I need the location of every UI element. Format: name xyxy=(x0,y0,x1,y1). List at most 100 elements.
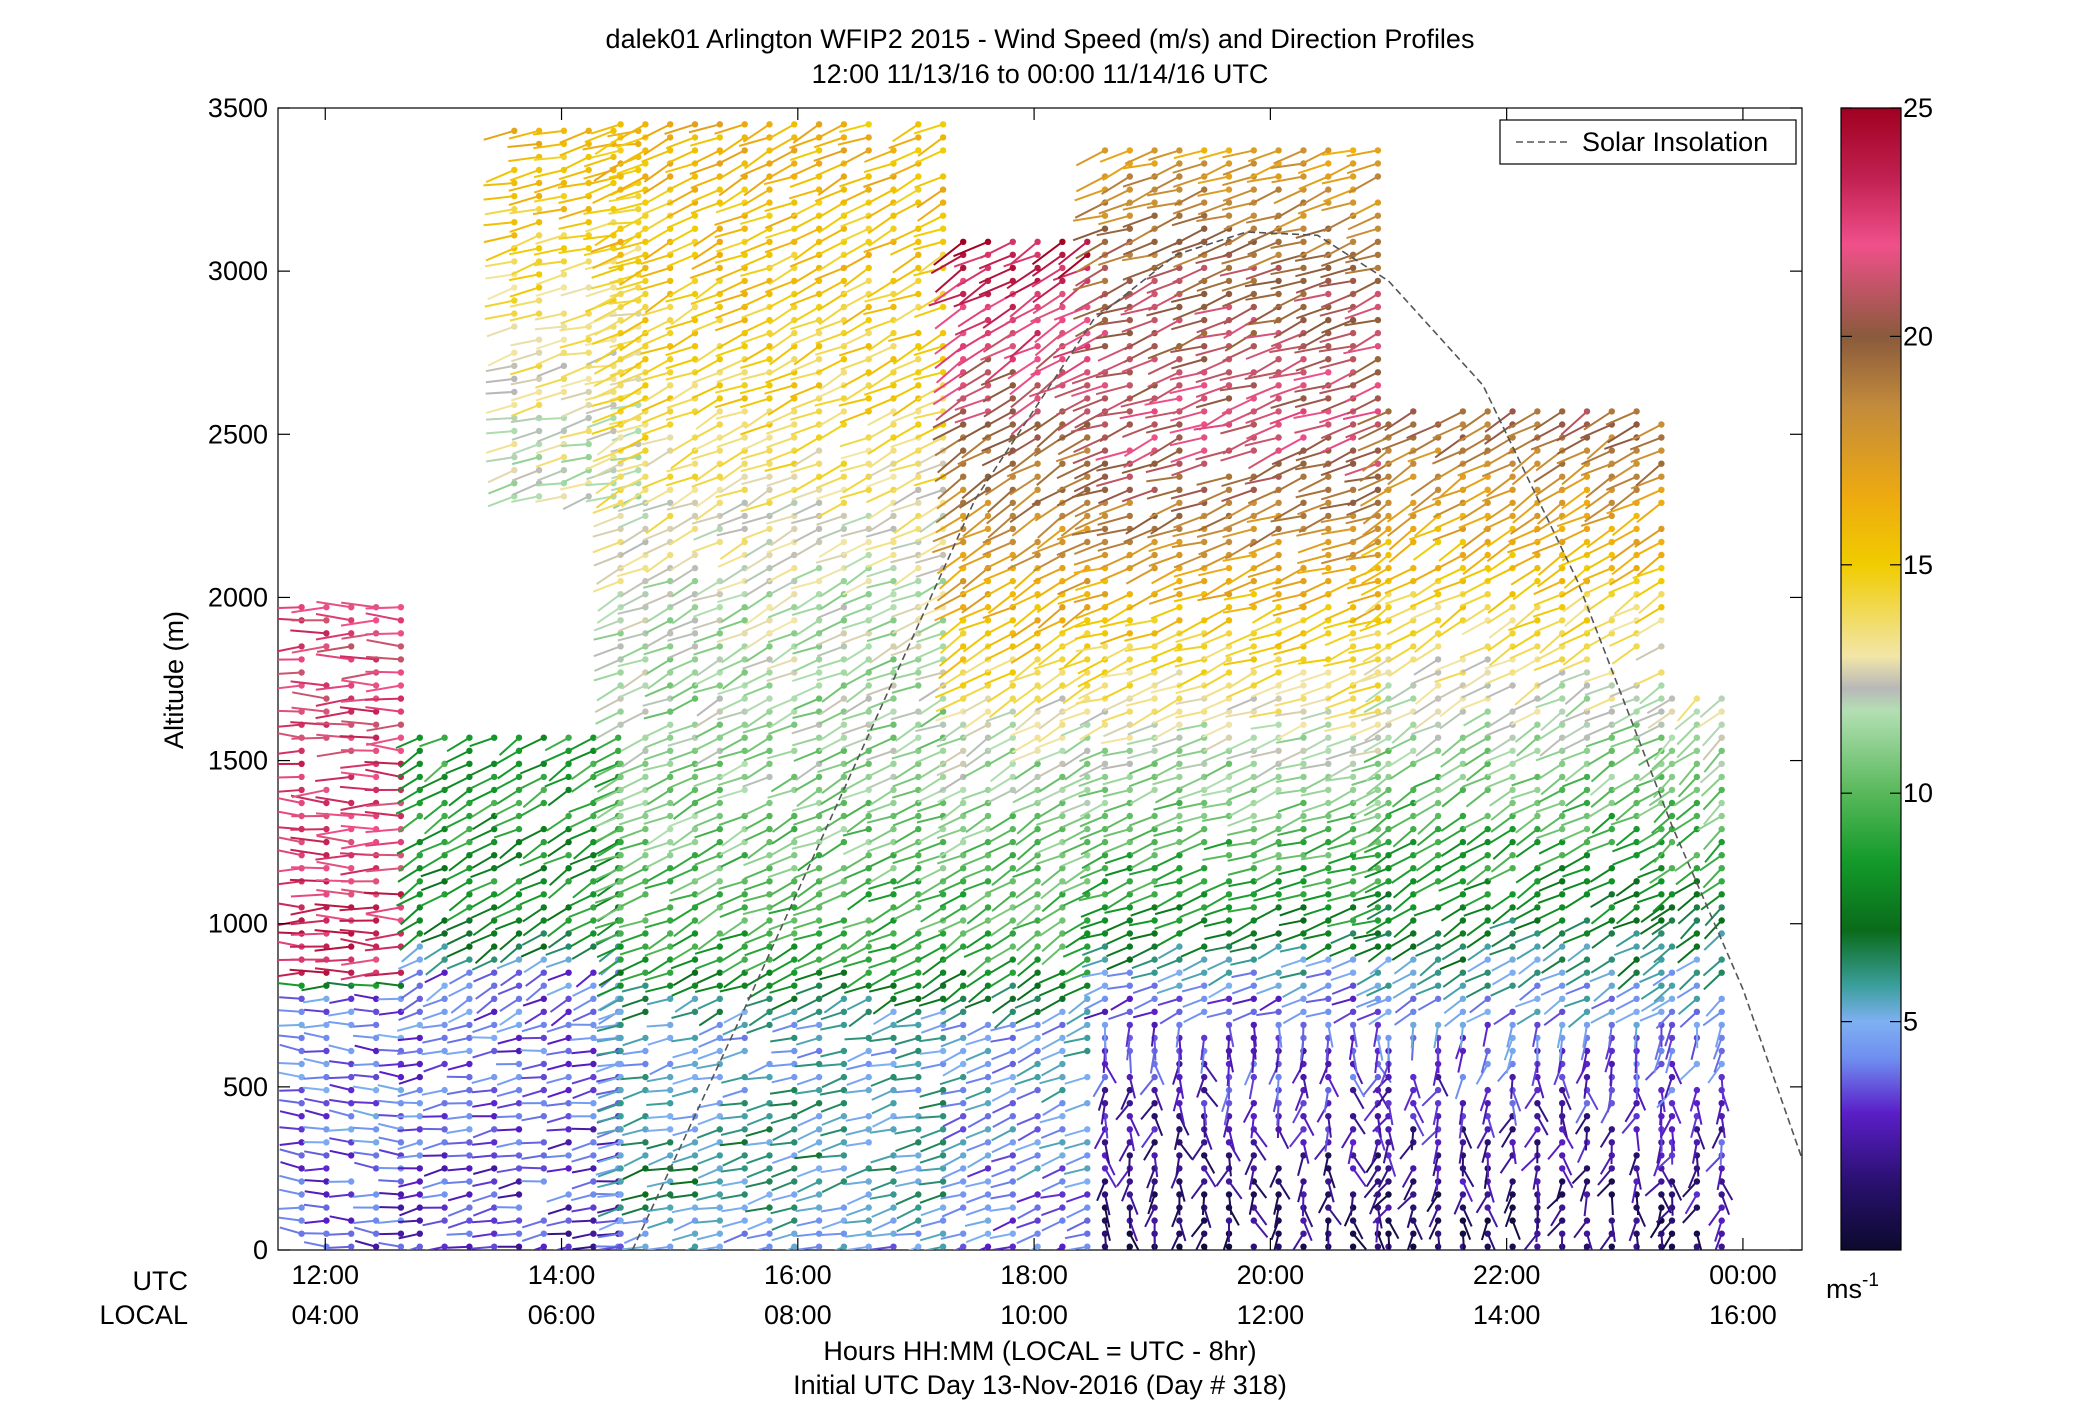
wind-barb xyxy=(544,773,572,788)
wind-barb xyxy=(560,388,592,401)
wind-barb xyxy=(533,245,568,256)
wind-barb xyxy=(483,127,518,141)
wind-barb xyxy=(378,1136,405,1146)
y-tick-label: 1500 xyxy=(208,746,268,776)
wind-barb xyxy=(396,786,423,805)
wind-barb xyxy=(354,993,380,1002)
wind-barb xyxy=(316,600,355,611)
wind-barb xyxy=(421,1191,448,1199)
wind-barb xyxy=(470,838,498,855)
wind-barb xyxy=(315,630,355,641)
wind-barb xyxy=(546,1165,572,1173)
wind-barb xyxy=(560,284,592,297)
wind-barb xyxy=(328,1109,355,1120)
wind-barb xyxy=(470,760,498,776)
wind-barb xyxy=(353,1034,380,1042)
x-tick-label-local: 08:00 xyxy=(764,1300,832,1330)
wind-barb xyxy=(365,682,405,693)
wind-barb xyxy=(511,349,543,363)
wind-barb xyxy=(422,1034,448,1044)
wind-barb xyxy=(278,656,305,663)
wind-barb xyxy=(499,930,523,951)
wind-barb xyxy=(510,375,543,386)
wind-barb xyxy=(446,1100,473,1107)
wind-barb xyxy=(397,956,423,970)
wind-barb xyxy=(547,1204,572,1215)
wind-barb xyxy=(560,440,592,448)
x-tick-label-utc: 00:00 xyxy=(1709,1260,1777,1290)
wind-barb xyxy=(546,1060,572,1071)
wind-barb xyxy=(315,796,355,807)
wind-barb xyxy=(291,604,330,614)
wind-barb xyxy=(497,1243,523,1250)
colorbar-tick-label: 10 xyxy=(1903,778,1933,808)
wind-barb xyxy=(353,1008,380,1015)
wind-barb xyxy=(471,891,498,909)
wind-barb xyxy=(290,917,330,926)
wind-barb xyxy=(509,284,543,298)
wind-barb xyxy=(560,153,592,172)
wind-barb xyxy=(290,865,330,872)
wind-barb xyxy=(422,1178,448,1190)
wind-barb xyxy=(398,1178,423,1188)
wind-barb xyxy=(301,982,330,992)
wind-barb xyxy=(397,1126,423,1133)
wind-barb xyxy=(532,205,568,216)
wind-barb xyxy=(571,1217,597,1224)
wind-barb xyxy=(497,982,523,996)
wind-barb xyxy=(494,917,523,931)
wind-barb xyxy=(496,1139,523,1149)
wind-barb xyxy=(471,1152,498,1159)
wind-barb xyxy=(316,889,355,898)
chart-subtitle: 12:00 11/13/16 to 00:00 11/14/16 UTC xyxy=(812,59,1269,89)
wind-barb xyxy=(496,1230,523,1237)
wind-barb xyxy=(424,969,448,984)
wind-barb xyxy=(537,427,568,443)
wind-barb xyxy=(611,467,642,480)
wind-barb xyxy=(535,336,568,350)
wind-barb xyxy=(279,1174,305,1185)
wind-barb xyxy=(496,1100,523,1109)
wind-barb xyxy=(586,427,617,442)
wind-barb xyxy=(558,245,592,254)
wind-barb xyxy=(316,860,355,872)
wind-barb xyxy=(569,865,597,880)
wind-barb xyxy=(445,760,473,775)
wind-barb xyxy=(473,969,498,983)
wind-barb xyxy=(304,1097,330,1107)
wind-barb xyxy=(353,1151,380,1159)
wind-barb xyxy=(353,1021,380,1029)
wind-barb xyxy=(570,1191,597,1202)
wind-barb xyxy=(484,258,518,268)
wind-barb xyxy=(569,891,597,907)
wind-barb xyxy=(447,1008,473,1024)
wind-barb xyxy=(446,1086,473,1096)
wind-barb xyxy=(571,1165,597,1174)
wind-barb-field xyxy=(278,121,1734,1250)
wind-barb xyxy=(571,1204,597,1213)
wind-barb xyxy=(594,734,622,752)
wind-barb xyxy=(521,1073,547,1081)
wind-barb xyxy=(303,1032,330,1042)
wind-barb xyxy=(521,1021,547,1033)
wind-barb xyxy=(483,232,518,244)
wind-barb xyxy=(496,1113,523,1120)
wind-barb xyxy=(379,1191,405,1198)
wind-barb xyxy=(546,982,572,997)
wind-barb xyxy=(496,1152,523,1159)
wind-barb xyxy=(559,349,592,357)
wind-barb xyxy=(339,917,380,924)
wind-barb xyxy=(499,943,523,964)
wind-barb xyxy=(397,812,423,833)
wind-barb xyxy=(422,1139,448,1151)
wind-barb xyxy=(339,928,380,937)
wind-barb xyxy=(571,943,597,960)
wind-barb xyxy=(494,904,523,919)
x-tick-label-utc: 18:00 xyxy=(1000,1260,1068,1290)
wind-barb xyxy=(278,669,305,676)
wind-barb xyxy=(509,219,543,233)
wind-barb xyxy=(571,773,597,793)
wind-barb xyxy=(523,956,547,974)
wind-barb xyxy=(493,825,523,839)
wind-barb xyxy=(571,1126,597,1133)
